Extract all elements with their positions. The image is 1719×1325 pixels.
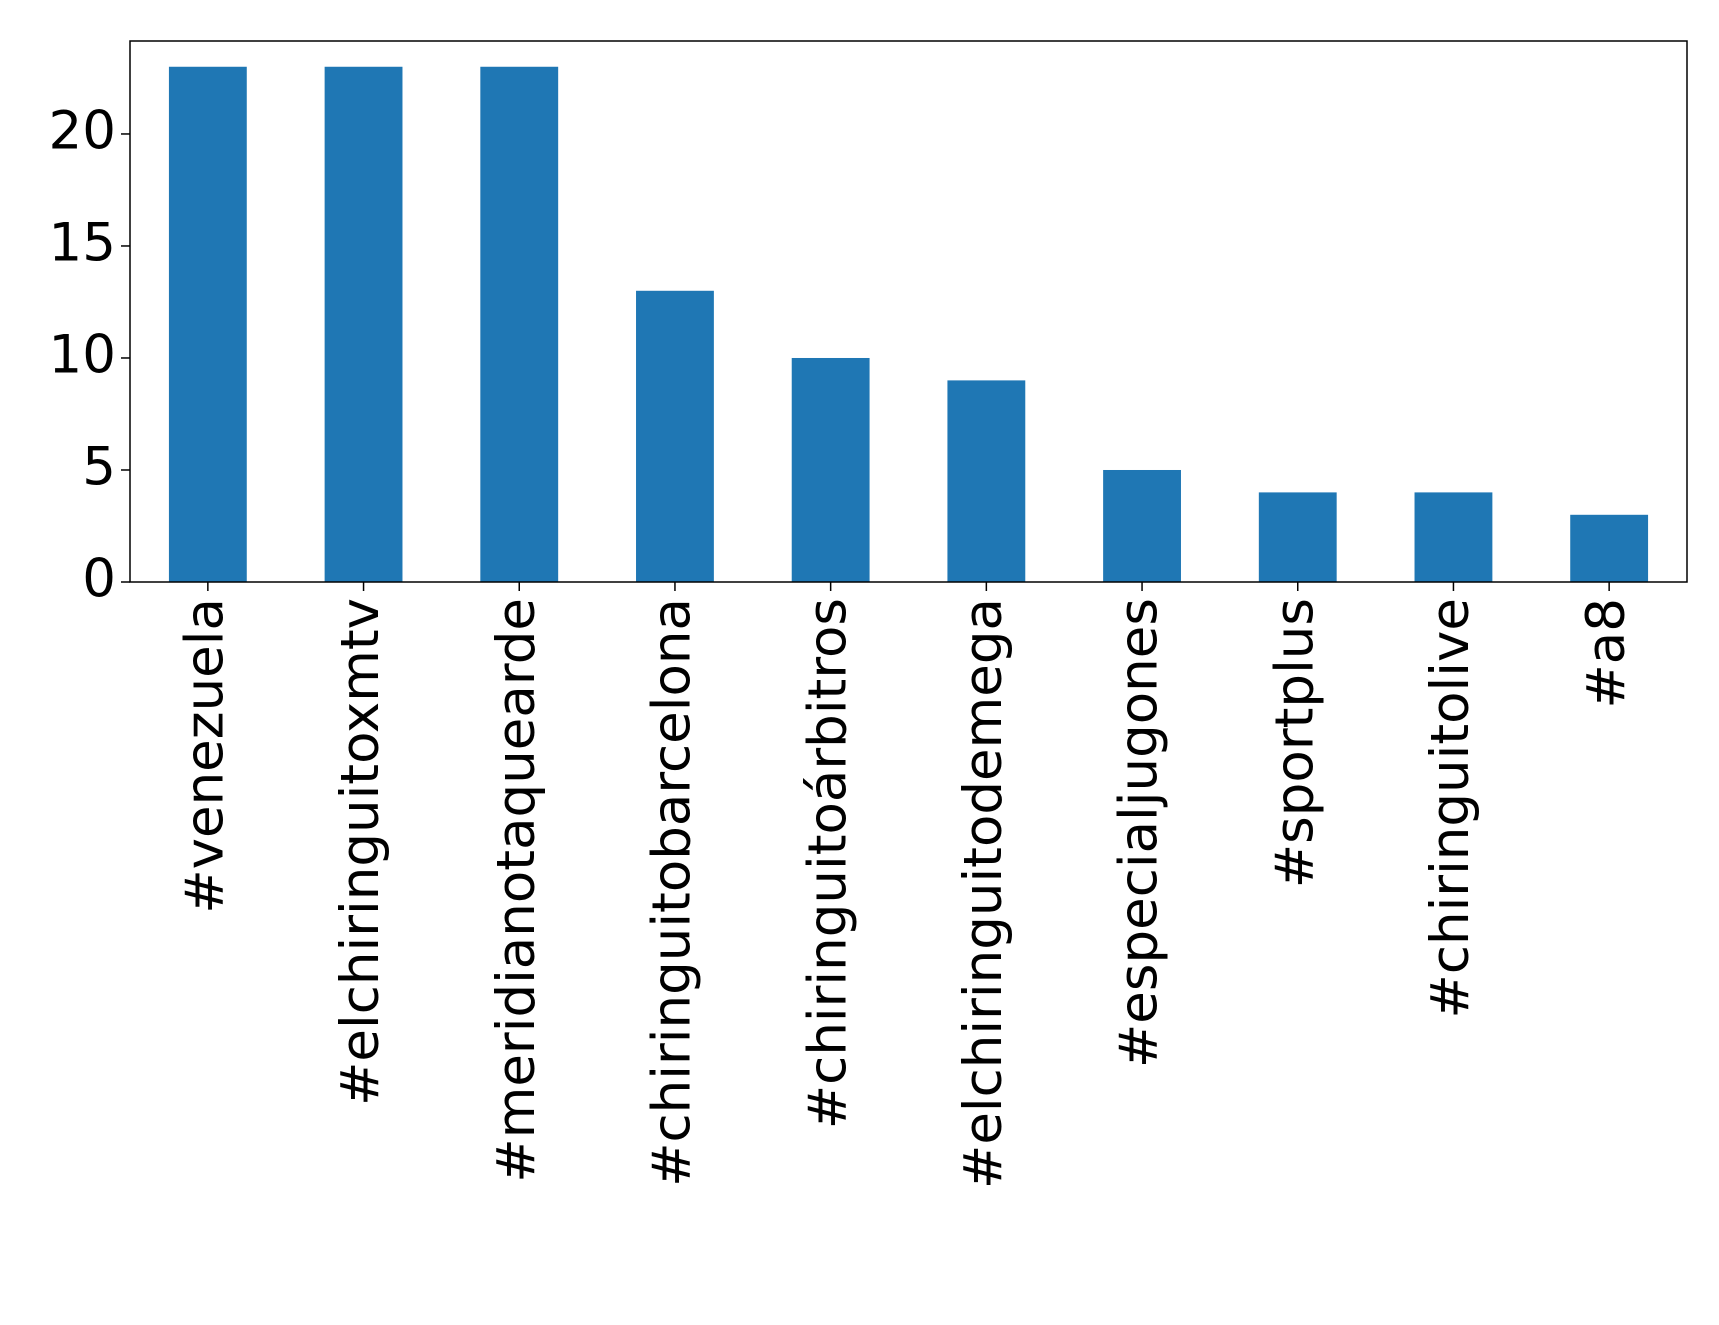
bar — [1570, 514, 1649, 582]
x-tick-label: #sportplus — [1264, 598, 1325, 888]
y-tick-label: 5 — [82, 437, 116, 498]
y-tick-label: 10 — [49, 325, 116, 386]
y-tick-label: 15 — [49, 213, 116, 274]
bar — [168, 66, 247, 582]
bar — [791, 357, 870, 582]
x-tick-label: #chiringuitobarcelona — [642, 598, 703, 1187]
bar — [324, 66, 403, 582]
y-tick-label: 0 — [82, 549, 116, 610]
x-tick-label: #meridianotaquearde — [486, 598, 547, 1183]
x-tick-label: #a8 — [1576, 598, 1637, 709]
bar — [1414, 492, 1493, 582]
x-tick-label: #chiringuitolive — [1420, 598, 1481, 1019]
x-tick-label: #elchiringuitodemega — [953, 598, 1014, 1189]
bar — [636, 290, 714, 582]
x-tick-label: #elchiringuitoxmtv — [330, 598, 391, 1106]
x-tick-label: #especialjugones — [1109, 598, 1170, 1068]
bar — [947, 380, 1026, 582]
x-tick-label: #venezuela — [174, 598, 235, 914]
y-tick-label: 20 — [49, 101, 116, 162]
bar — [1103, 469, 1181, 582]
plot-frame — [129, 40, 1688, 583]
bar — [1258, 492, 1337, 582]
x-tick-label: #chiringuitoárbitros — [797, 598, 858, 1129]
bar — [480, 66, 559, 582]
